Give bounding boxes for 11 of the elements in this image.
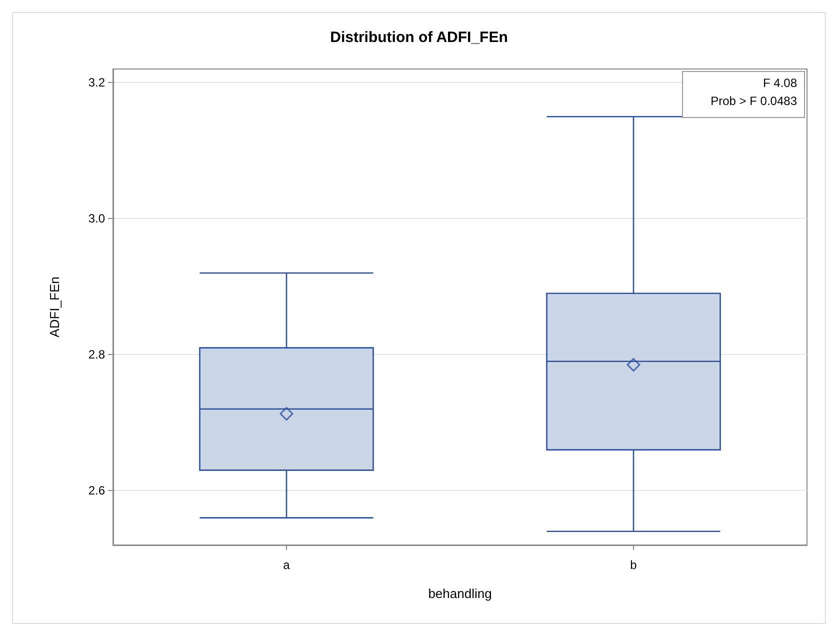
annotation: Prob > F 0.0483 — [710, 94, 798, 108]
x-tick-label: b — [630, 558, 638, 572]
y-tick-label: 2.8 — [88, 348, 106, 362]
y-tick-label: 3.0 — [88, 212, 106, 226]
chart-title: Distribution of ADFI_FEn — [330, 29, 508, 46]
y-tick-label: 3.2 — [88, 76, 106, 90]
y-axis-title: ADFI_FEn — [47, 276, 62, 338]
y-tick-label: 2.6 — [88, 484, 106, 498]
x-tick-label: a — [283, 558, 290, 572]
x-axis-title: behandling — [428, 586, 492, 601]
annotation: F 4.08 — [762, 76, 798, 90]
